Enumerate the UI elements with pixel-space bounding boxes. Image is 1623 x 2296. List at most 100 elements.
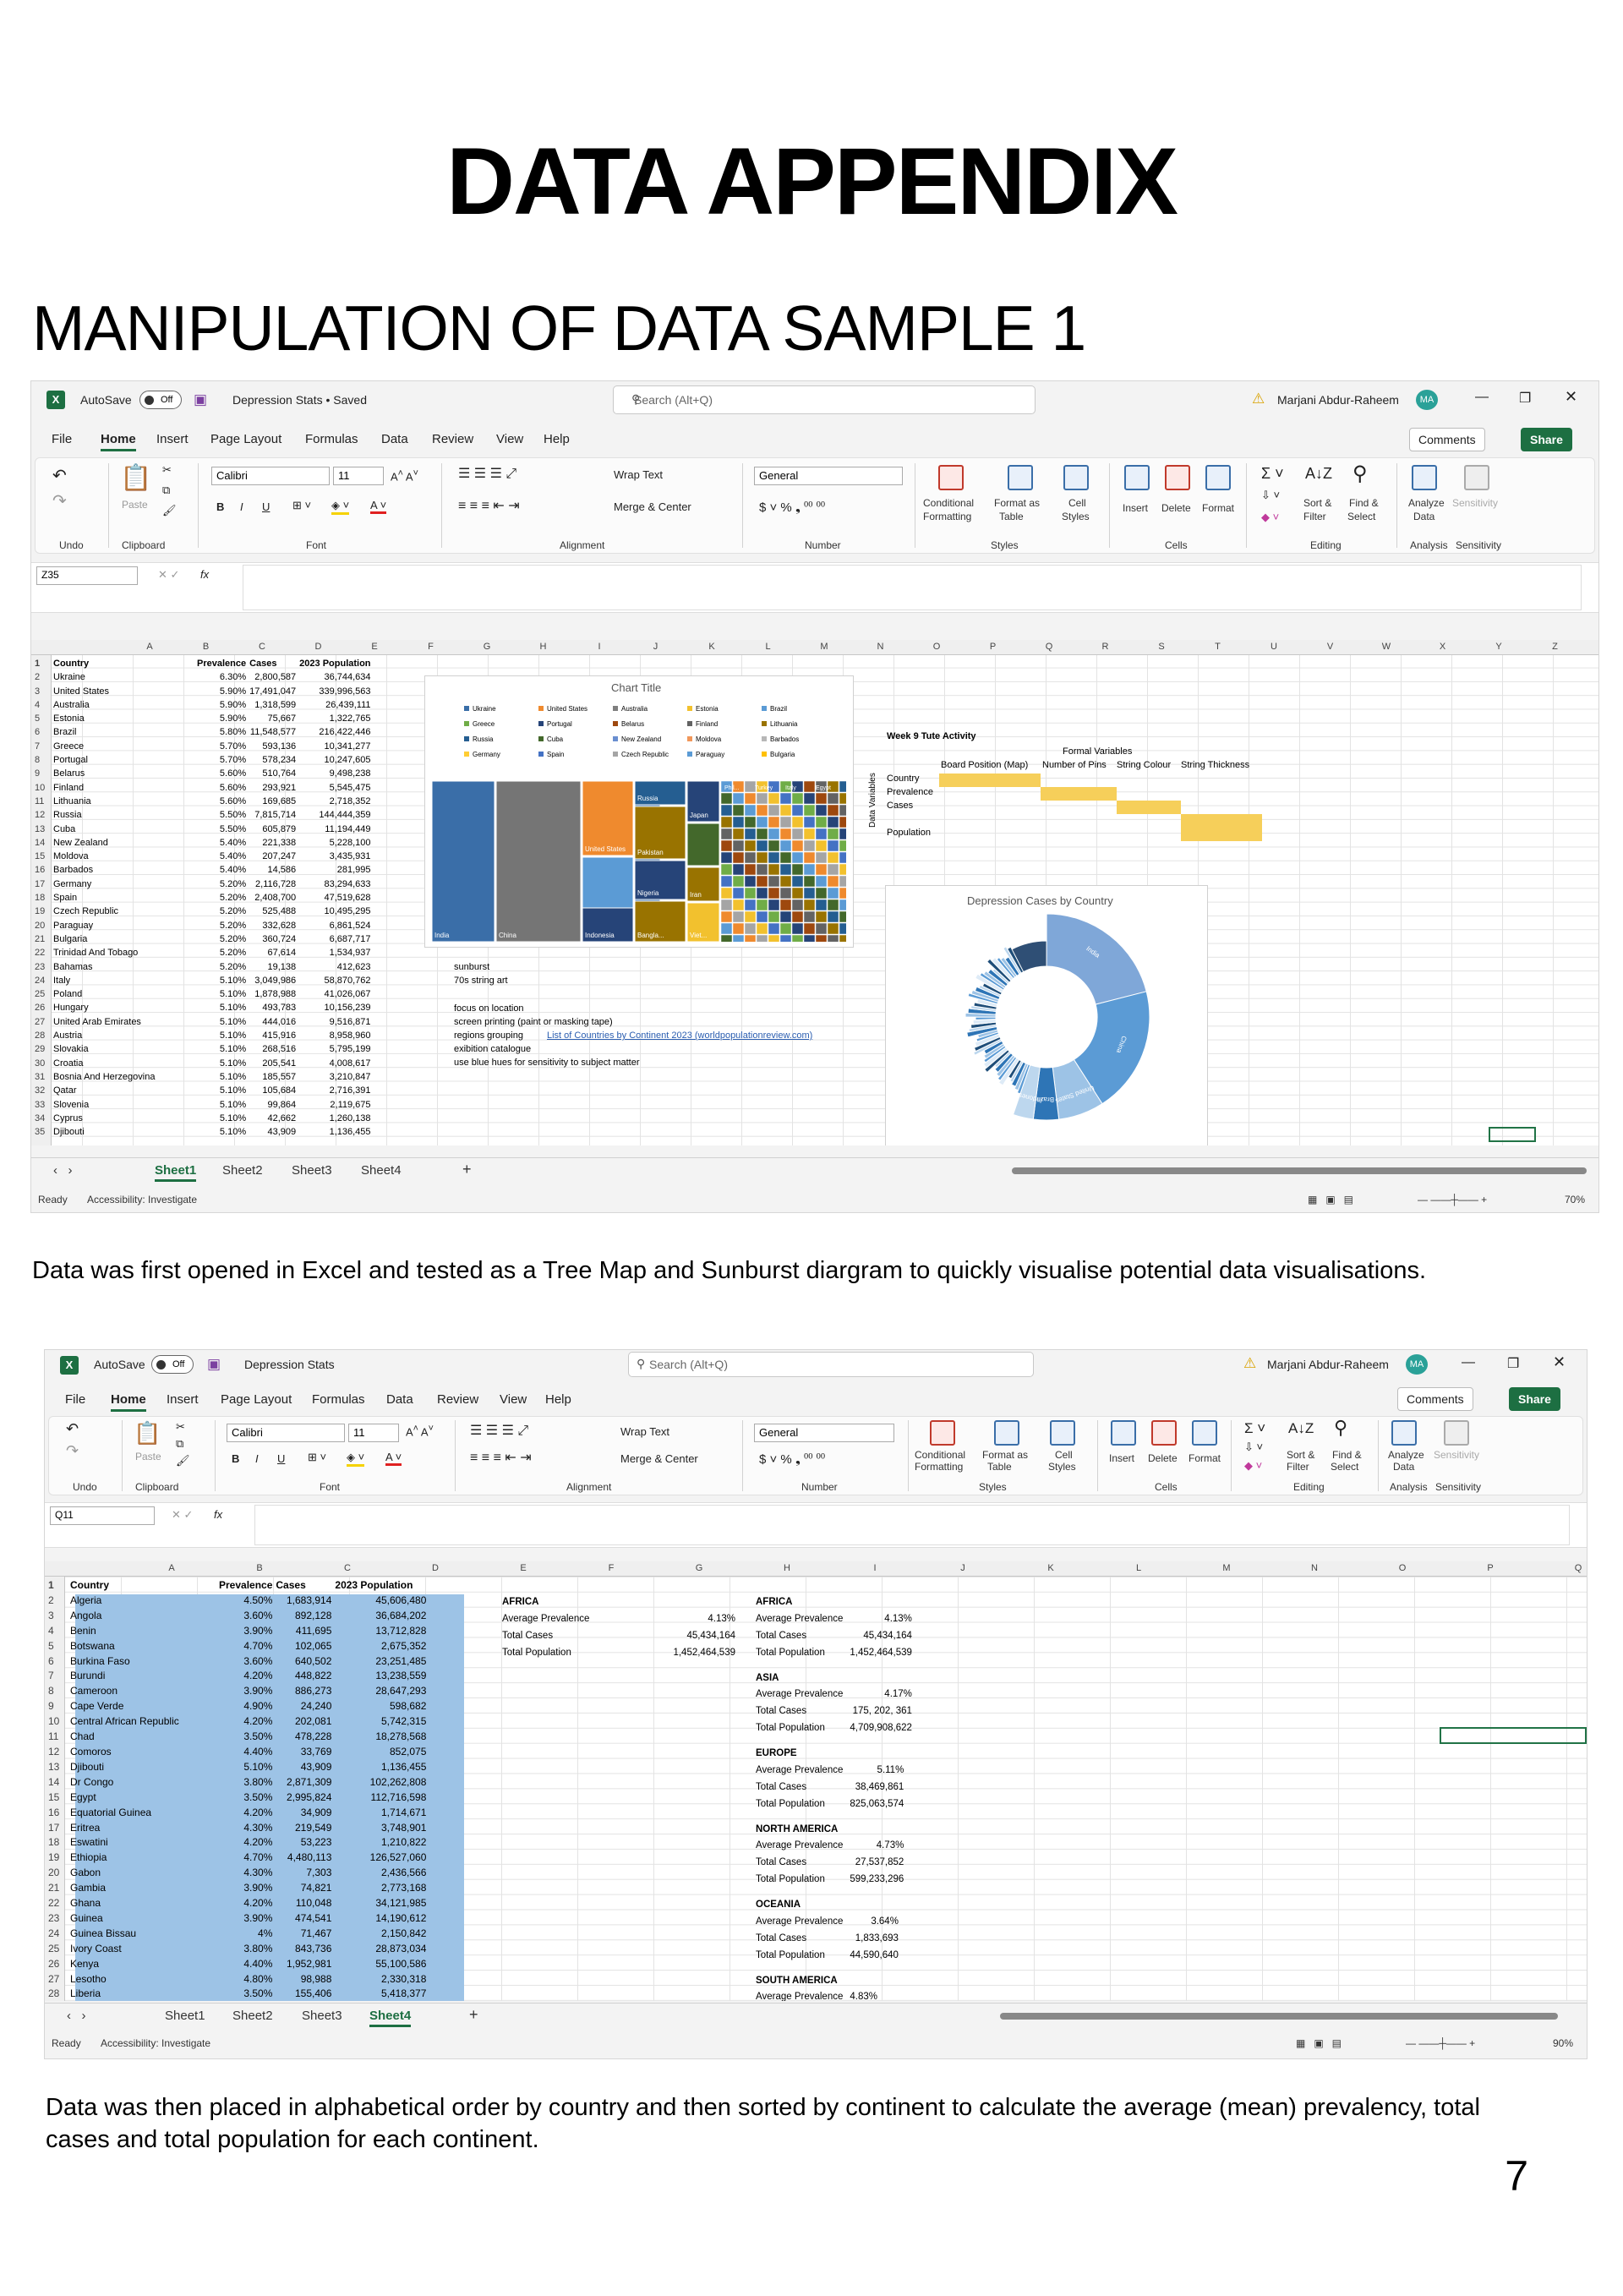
table-cell[interactable]: Cameroon [70, 1685, 118, 1697]
table-cell[interactable]: Lesotho [70, 1972, 107, 1985]
table-cell[interactable]: Prevalence [197, 659, 247, 669]
table-cell[interactable]: 105,684 [262, 1085, 297, 1096]
format-cells-icon[interactable] [1205, 465, 1231, 490]
minimize-icon[interactable]: — [1475, 390, 1489, 404]
worksheet-grid[interactable]: A B C D E F G H I J K L M N O P Q 1 Country Prevalence Case… [45, 1561, 1587, 2001]
insert-label[interactable]: Insert [1109, 1452, 1135, 1464]
summary-value[interactable]: 3.64% [871, 1916, 899, 1927]
table-cell[interactable]: 16 [48, 1806, 60, 1818]
table-cell[interactable]: 3.50% [243, 1730, 273, 1743]
column-letter[interactable]: M [1222, 1563, 1231, 1573]
menu-page-layout[interactable]: Page Layout [221, 1392, 292, 1407]
close-icon[interactable]: ✕ [1553, 1353, 1566, 1370]
name-box[interactable]: Q11 [50, 1506, 155, 1525]
table-row[interactable]: 15 Moldova 5.40% 207,247 3,435,931 [33, 850, 373, 863]
table-header-row[interactable]: 1 Country Prevalence Cases 2023 Population [46, 1578, 428, 1594]
table-cell[interactable]: 3.60% [243, 1654, 273, 1667]
table-row[interactable]: 34 Cyprus 5.10% 42,662 1,260,138 [33, 1112, 373, 1125]
table-cell[interactable]: 1,136,455 [381, 1760, 427, 1773]
table-cell[interactable]: 3.90% [243, 1685, 273, 1697]
table-cell[interactable]: 28 [48, 1987, 60, 2000]
delete-cells-icon[interactable] [1165, 465, 1190, 490]
table-cell[interactable]: 20 [35, 920, 46, 931]
table-row[interactable]: 3 United States 5.90% 17,491,047 339,996,563 [33, 685, 373, 698]
table-cell[interactable]: 5.70% [219, 741, 247, 752]
table-cell[interactable]: 293,921 [262, 782, 297, 793]
table-cell[interactable]: 43,909 [300, 1760, 332, 1773]
tab-sheet2[interactable]: Sheet2 [222, 1163, 263, 1178]
grow-font-icon[interactable]: A˄ A˅ [406, 1424, 434, 1439]
table-cell[interactable]: 19 [48, 1851, 60, 1864]
tab-sheet1[interactable]: Sheet1 [165, 2009, 205, 2023]
table-cell[interactable]: 1,952,981 [287, 1957, 332, 1970]
insert-label[interactable]: Insert [1123, 502, 1149, 514]
table-cell[interactable]: Algeria [70, 1594, 102, 1606]
table-row[interactable]: 28 Austria 5.10% 415,916 8,958,960 [33, 1029, 373, 1042]
continent-block[interactable]: ASIA Average Prevalence 4.17% Total Cases 17… [751, 1670, 916, 1739]
paste-icon[interactable]: 📋 [134, 1420, 161, 1446]
table-cell[interactable]: 4.20% [243, 1897, 273, 1910]
formatting-label[interactable]: Formatting [915, 1461, 964, 1473]
merge-center-button[interactable]: Merge & Center [614, 500, 691, 513]
table-cell[interactable]: 2,675,352 [381, 1639, 427, 1652]
table-cell[interactable]: 5.10% [219, 1058, 247, 1069]
table-row[interactable]: 20 Gabon 4.30% 7,303 2,436,566 [46, 1866, 428, 1881]
table-cell[interactable]: 33,769 [300, 1745, 332, 1758]
summary-value[interactable]: 175, 202, 361 [852, 1706, 912, 1717]
summary-value[interactable]: 44,590,640 [850, 1949, 899, 1960]
table-cell[interactable]: 21 [48, 1882, 60, 1894]
borders-icon[interactable]: ⊞ ˅ [308, 1451, 327, 1463]
table-row[interactable]: 10 Finland 5.60% 293,921 5,545,475 [33, 781, 373, 795]
tab-sheet1[interactable]: Sheet1 [155, 1163, 197, 1182]
analyze-label[interactable]: Analyze [1388, 1449, 1424, 1461]
table-cell[interactable]: 17,491,047 [249, 686, 297, 697]
table-cell[interactable]: 3,049,986 [254, 975, 297, 986]
table-cell[interactable]: Moldova [53, 851, 89, 862]
sensitivity-label[interactable]: Sensitivity [1452, 497, 1499, 509]
table-cell[interactable]: 5.90% [219, 699, 247, 710]
table-cell[interactable]: Cases [276, 1579, 306, 1591]
table-row[interactable]: 24 Guinea Bissau 4% 71,467 2,150,842 [46, 1927, 428, 1942]
continent-block[interactable]: NORTH AMERICA Average Prevalence 4.73% Tota… [751, 1821, 908, 1890]
table-cell[interactable]: 5.60% [219, 768, 247, 779]
table-cell[interactable]: 5.20% [219, 878, 247, 889]
add-sheet-icon[interactable]: + [462, 1161, 472, 1178]
table-cell[interactable]: Liberia [70, 1987, 101, 2000]
table-cell[interactable]: Bulgaria [53, 933, 88, 944]
table-cell[interactable]: Portugal [53, 755, 88, 766]
column-letter[interactable]: G [695, 1563, 703, 1573]
table-row[interactable]: 13 Cuba 5.50% 605,879 11,194,449 [33, 823, 373, 836]
table-row[interactable]: 7 Burundi 4.20% 448,822 13,238,559 [46, 1669, 428, 1684]
cancel-icon[interactable]: ✕ ✓ [158, 568, 180, 581]
table-cell[interactable]: Central African Republic [70, 1715, 179, 1728]
table-cell[interactable]: Guinea Bissau [70, 1927, 137, 1939]
summary-value[interactable]: 1,452,464,539 [850, 1647, 912, 1658]
table-cell[interactable]: 18 [48, 1836, 60, 1849]
table-cell[interactable]: 4.30% [243, 1867, 273, 1879]
table-cell[interactable]: 5.10% [219, 1030, 247, 1041]
status-accessibility[interactable]: Accessibility: Investigate [87, 1194, 198, 1205]
table-cell[interactable]: Dr Congo [70, 1775, 114, 1788]
table-cell[interactable]: 25 [35, 989, 46, 1000]
table-cell[interactable]: 126,527,060 [369, 1851, 427, 1864]
table-label[interactable]: Table [987, 1461, 1012, 1473]
table-cell[interactable]: 13 [48, 1760, 60, 1773]
table-cell[interactable]: 5.60% [219, 782, 247, 793]
table-cell[interactable]: 4,480,113 [287, 1851, 332, 1864]
column-letter[interactable]: T [1215, 642, 1221, 652]
column-letter[interactable]: J [960, 1563, 965, 1573]
table-cell[interactable]: Bahamas [53, 961, 93, 972]
table-cell[interactable]: 5.20% [219, 948, 247, 959]
summary-row[interactable]: Total Cases 45,434,164 [753, 1629, 915, 1644]
table-cell[interactable]: 281,995 [336, 865, 371, 876]
table-cell[interactable]: Comoros [70, 1745, 112, 1758]
table-cell[interactable]: 10 [35, 782, 46, 793]
fill-color-icon[interactable]: ◈ ˅ [331, 499, 350, 515]
avatar[interactable]: MA [1416, 390, 1438, 410]
table-cell[interactable]: 22 [35, 948, 46, 959]
font-color-icon[interactable]: A ˅ [385, 1451, 402, 1466]
column-letter[interactable]: E [520, 1563, 527, 1573]
table-cell[interactable]: 2,436,566 [381, 1867, 427, 1879]
table-cell[interactable]: 25 [48, 1942, 60, 1954]
table-cell[interactable]: 2,800,587 [254, 672, 297, 683]
